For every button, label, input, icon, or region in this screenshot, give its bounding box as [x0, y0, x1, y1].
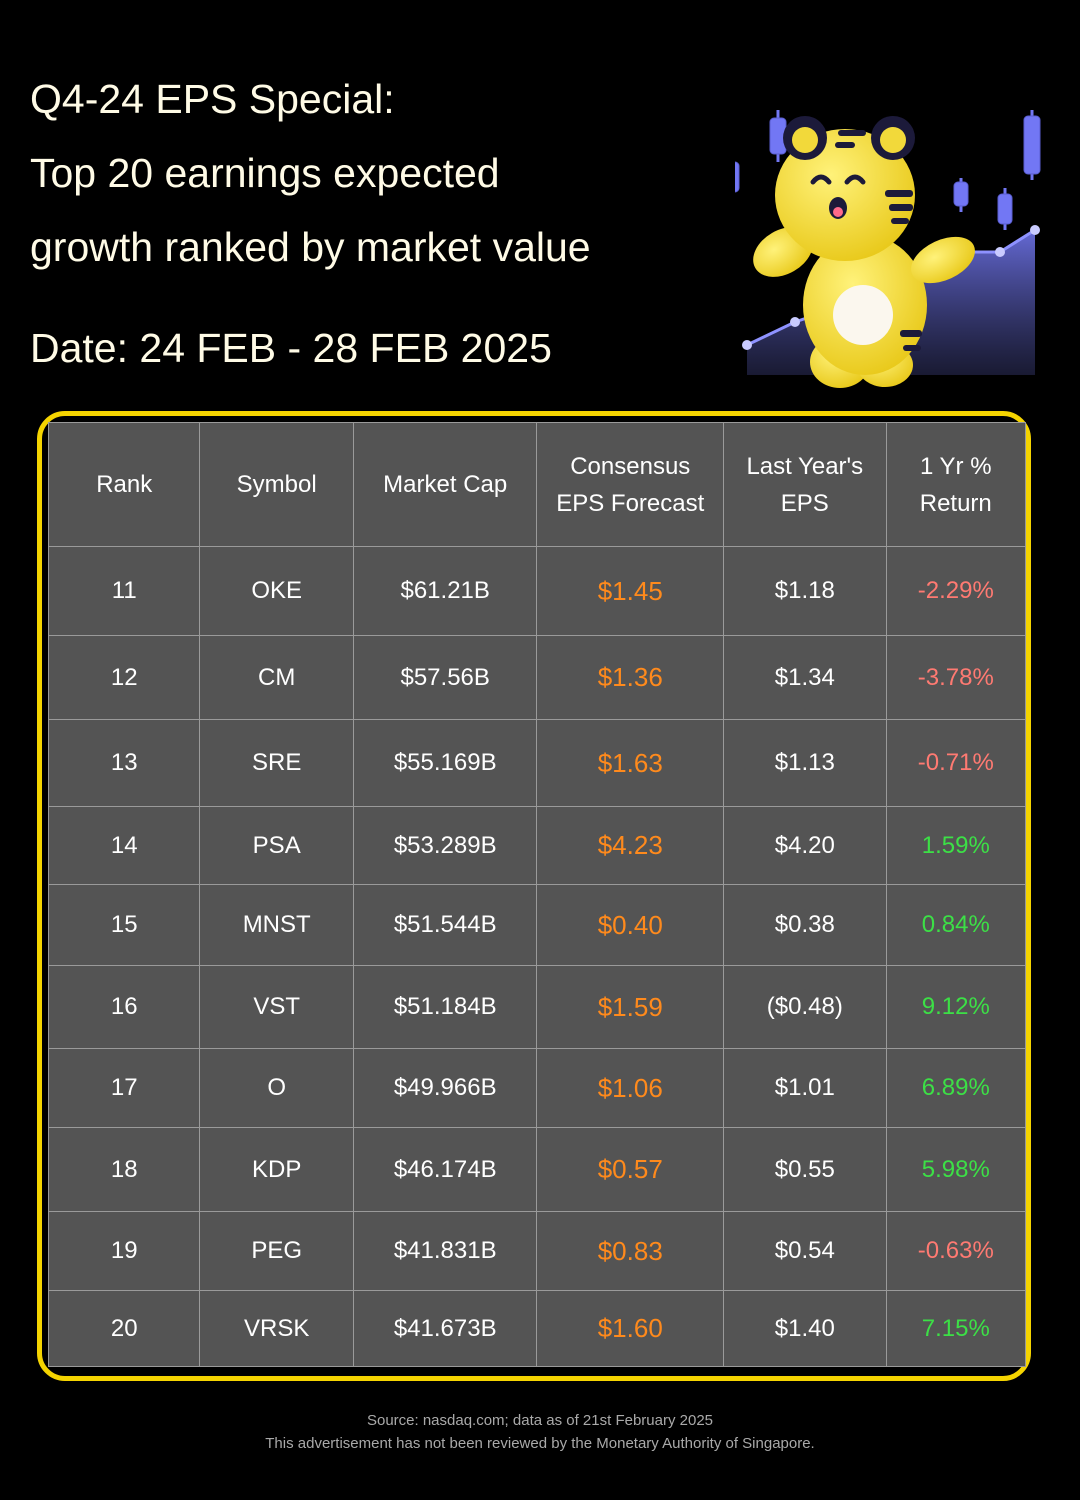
date-range: Date: 24 FEB - 28 FEB 2025 — [30, 325, 552, 371]
rank-cell: 14 — [47, 806, 201, 885]
last-year-eps-cell: $1.01 — [723, 1048, 887, 1128]
symbol-cell: VRSK — [199, 1290, 354, 1367]
return-cell: 1.59% — [885, 806, 1027, 885]
return-cell: 7.15% — [885, 1290, 1027, 1367]
header-symbol: Symbol — [199, 422, 354, 547]
return-cell: -0.63% — [885, 1211, 1027, 1291]
market-cap-cell: $55.169B — [352, 719, 538, 807]
symbol-cell: OKE — [199, 546, 354, 636]
market-cap-cell: $57.56B — [352, 635, 538, 720]
return-cell: 5.98% — [885, 1127, 1027, 1212]
rank-cell: 13 — [47, 719, 201, 807]
market-cap-cell: $51.544B — [352, 884, 538, 966]
market-cap-cell: $41.831B — [352, 1211, 538, 1291]
market-cap-cell: $46.174B — [352, 1127, 538, 1212]
consensus-eps-cell: $1.45 — [536, 546, 725, 636]
table-row: 16 VST $51.184B $1.59 ($0.48) 9.12% — [47, 965, 1027, 1049]
market-cap-cell: $61.21B — [352, 546, 538, 636]
table-row: 12 CM $57.56B $1.36 $1.34 -3.78% — [47, 635, 1027, 720]
last-year-eps-cell: $1.40 — [723, 1290, 887, 1367]
last-year-eps-cell: $0.55 — [723, 1127, 887, 1212]
header-consensus: Consensus EPS Forecast — [536, 422, 725, 547]
header-return: 1 Yr % Return — [885, 422, 1027, 547]
rank-cell: 12 — [47, 635, 201, 720]
table-row: 19 PEG $41.831B $0.83 $0.54 -0.63% — [47, 1211, 1027, 1291]
symbol-cell: MNST — [199, 884, 354, 966]
consensus-eps-cell: $1.60 — [536, 1290, 725, 1367]
consensus-eps-cell: $1.59 — [536, 965, 725, 1049]
header-return-line-2: Return — [919, 489, 992, 517]
header-market-cap: Market Cap — [352, 422, 538, 547]
consensus-eps-cell: $0.40 — [536, 884, 725, 966]
last-year-eps-cell: $0.54 — [723, 1211, 887, 1291]
symbol-cell: PSA — [199, 806, 354, 885]
return-cell: 9.12% — [885, 965, 1027, 1049]
disclaimer: This advertisement has not been reviewed… — [265, 1435, 815, 1452]
table-row: 13 SRE $55.169B $1.63 $1.13 -0.71% — [47, 719, 1027, 807]
return-cell: -0.71% — [885, 719, 1027, 807]
table-header-row: Rank Symbol Market Cap Consensus EPS Fore… — [47, 422, 1027, 547]
consensus-eps-cell: $1.06 — [536, 1048, 725, 1128]
rank-cell: 19 — [47, 1211, 201, 1291]
consensus-eps-cell: $1.63 — [536, 719, 725, 807]
market-cap-cell: $53.289B — [352, 806, 538, 885]
last-year-eps-cell: $1.34 — [723, 635, 887, 720]
rank-cell: 15 — [47, 884, 201, 966]
last-year-eps-cell: $1.13 — [723, 719, 887, 807]
return-cell: 6.89% — [885, 1048, 1027, 1128]
page-title: Q4-24 EPS Special: Top 20 earnings expec… — [30, 62, 730, 284]
table-row: 17 O $49.966B $1.06 $1.01 6.89% — [47, 1048, 1027, 1128]
rank-cell: 18 — [47, 1127, 201, 1212]
table-row: 15 MNST $51.544B $0.40 $0.38 0.84% — [47, 884, 1027, 966]
market-cap-cell: $41.673B — [352, 1290, 538, 1367]
last-year-eps-cell: ($0.48) — [723, 965, 887, 1049]
return-cell: 0.84% — [885, 884, 1027, 966]
rank-cell: 20 — [47, 1290, 201, 1367]
symbol-cell: KDP — [199, 1127, 354, 1212]
rank-cell: 11 — [47, 546, 201, 636]
table-row: 14 PSA $53.289B $4.23 $4.20 1.59% — [47, 806, 1027, 885]
title-line-3: growth ranked by market value — [30, 224, 591, 270]
consensus-eps-cell: $4.23 — [536, 806, 725, 885]
symbol-cell: SRE — [199, 719, 354, 807]
title-line-1: Q4-24 EPS Special: — [30, 76, 395, 122]
header-consensus-line-2: EPS Forecast — [556, 489, 705, 517]
header-rank: Rank — [47, 422, 201, 547]
symbol-cell: CM — [199, 635, 354, 720]
header-last-year: Last Year's EPS — [723, 422, 887, 547]
header-last-year-line-2: EPS — [780, 489, 829, 517]
last-year-eps-cell: $0.38 — [723, 884, 887, 966]
table-row: 11 OKE $61.21B $1.45 $1.18 -2.29% — [47, 546, 1027, 636]
title-line-2: Top 20 earnings expected — [30, 150, 500, 196]
consensus-eps-cell: $1.36 — [536, 635, 725, 720]
symbol-cell: VST — [199, 965, 354, 1049]
consensus-eps-cell: $0.83 — [536, 1211, 725, 1291]
rank-cell: 16 — [47, 965, 201, 1049]
header-last-year-line-1: Last Year's — [746, 452, 864, 480]
source-note: Source: nasdaq.com; data as of 21st Febr… — [366, 1412, 714, 1429]
symbol-cell: PEG — [199, 1211, 354, 1291]
table-row: 18 KDP $46.174B $0.57 $0.55 5.98% — [47, 1127, 1027, 1212]
table-row: 20 VRSK $41.673B $1.60 $1.40 7.15% — [47, 1290, 1027, 1367]
symbol-cell: O — [199, 1048, 354, 1128]
market-cap-cell: $49.966B — [352, 1048, 538, 1128]
tiger-mascot-icon — [735, 110, 1041, 388]
last-year-eps-cell: $4.20 — [723, 806, 887, 885]
return-cell: -2.29% — [885, 546, 1027, 636]
header-consensus-line-1: Consensus — [570, 452, 691, 480]
return-cell: -3.78% — [885, 635, 1027, 720]
market-cap-cell: $51.184B — [352, 965, 538, 1049]
header-return-line-1: 1 Yr % — [919, 452, 992, 480]
rank-cell: 17 — [47, 1048, 201, 1128]
consensus-eps-cell: $0.57 — [536, 1127, 725, 1212]
eps-table: Rank Symbol Market Cap Consensus EPS Fore… — [47, 422, 1027, 1367]
last-year-eps-cell: $1.18 — [723, 546, 887, 636]
